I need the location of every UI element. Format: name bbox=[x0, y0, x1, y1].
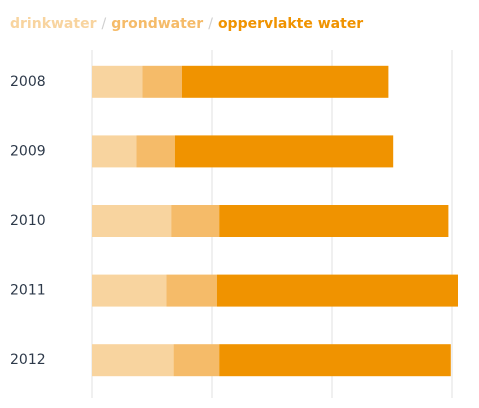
bar-segment bbox=[171, 205, 220, 237]
bar-segment bbox=[92, 274, 167, 307]
legend: drinkwater / grondwater / oppervlakte water bbox=[10, 16, 363, 32]
legend-entry: drinkwater bbox=[10, 16, 97, 32]
legend-separator: / bbox=[101, 16, 106, 32]
bar-segment bbox=[92, 205, 172, 237]
bar-segment bbox=[92, 65, 143, 98]
y-tick-label: 2011 bbox=[10, 283, 46, 299]
bar-segment bbox=[182, 65, 389, 98]
legend-entry: grondwater bbox=[111, 16, 203, 32]
y-tick-label: 2008 bbox=[10, 74, 46, 90]
bar-segment bbox=[174, 135, 394, 168]
y-tick-label: 2010 bbox=[10, 213, 46, 229]
y-tick-label: 2009 bbox=[10, 143, 46, 159]
bar-segment bbox=[136, 135, 175, 168]
legend-separator: / bbox=[208, 16, 213, 32]
bar-segment bbox=[92, 344, 174, 377]
bar-segment bbox=[92, 135, 137, 168]
bar-segment bbox=[166, 274, 217, 307]
bar-segment bbox=[216, 274, 458, 307]
bar-segment bbox=[142, 65, 182, 98]
legend-entry: oppervlakte water bbox=[218, 16, 363, 32]
bar-segment bbox=[219, 344, 451, 377]
bar-segment bbox=[219, 205, 449, 237]
bar-segment bbox=[173, 344, 220, 377]
y-tick-label: 2012 bbox=[10, 352, 46, 368]
